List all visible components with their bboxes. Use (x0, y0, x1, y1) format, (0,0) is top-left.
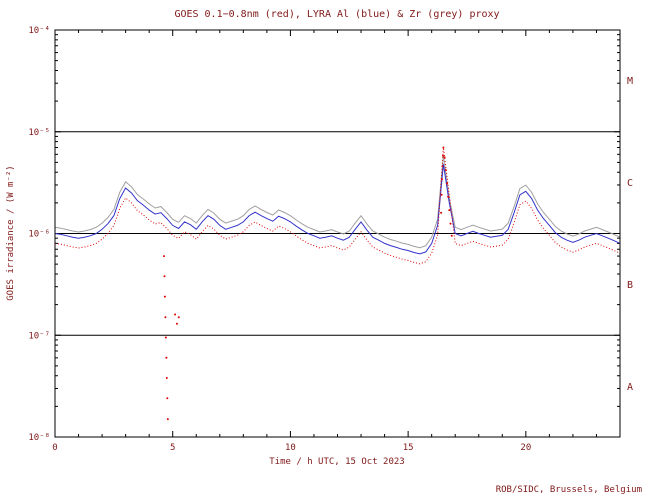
flare-class-a-label: A (627, 382, 633, 393)
svg-text:10⁻⁸: 10⁻⁸ (28, 433, 50, 443)
plot-frame (54, 29, 621, 438)
threshold-lines (55, 131, 620, 336)
svg-text:0: 0 (52, 443, 57, 453)
series-grey (54, 155, 621, 249)
flare-class-b-label: B (627, 280, 633, 291)
credit-text: ROB/SIDC, Brussels, Belgium (496, 485, 642, 495)
plot-area: 10⁻⁴ 10⁻⁵ 10⁻⁶ 10⁻⁷ 10⁻⁸0 5 10 15 20 (28, 26, 621, 453)
flare-class-c-label: C (627, 178, 633, 189)
svg-text:10: 10 (285, 443, 296, 453)
svg-text:10⁻⁶: 10⁻⁶ (28, 230, 50, 240)
x-axis-label: Time / h UTC, 15 Oct 2023 (269, 457, 404, 467)
flare-class-m-label: M (627, 76, 633, 87)
svg-text:20: 20 (520, 443, 531, 453)
y-axis-label: GOES irradiance / (W m⁻²) (6, 165, 16, 300)
svg-text:10⁻⁵: 10⁻⁵ (28, 128, 50, 138)
svg-text:15: 15 (403, 443, 414, 453)
svg-text:10⁻⁷: 10⁻⁷ (28, 331, 50, 341)
svg-text:5: 5 (170, 443, 175, 453)
series-blue (54, 164, 621, 255)
svg-text:10⁻⁴: 10⁻⁴ (28, 26, 50, 36)
chart-title: GOES 0.1−0.8nm (red), LYRA Al (blue) & Z… (174, 9, 499, 20)
red-dropout-and-flare-dots (163, 146, 453, 421)
axis-tick-labels: 10⁻⁴ 10⁻⁵ 10⁻⁶ 10⁻⁷ 10⁻⁸0 5 10 15 20 (28, 26, 531, 453)
